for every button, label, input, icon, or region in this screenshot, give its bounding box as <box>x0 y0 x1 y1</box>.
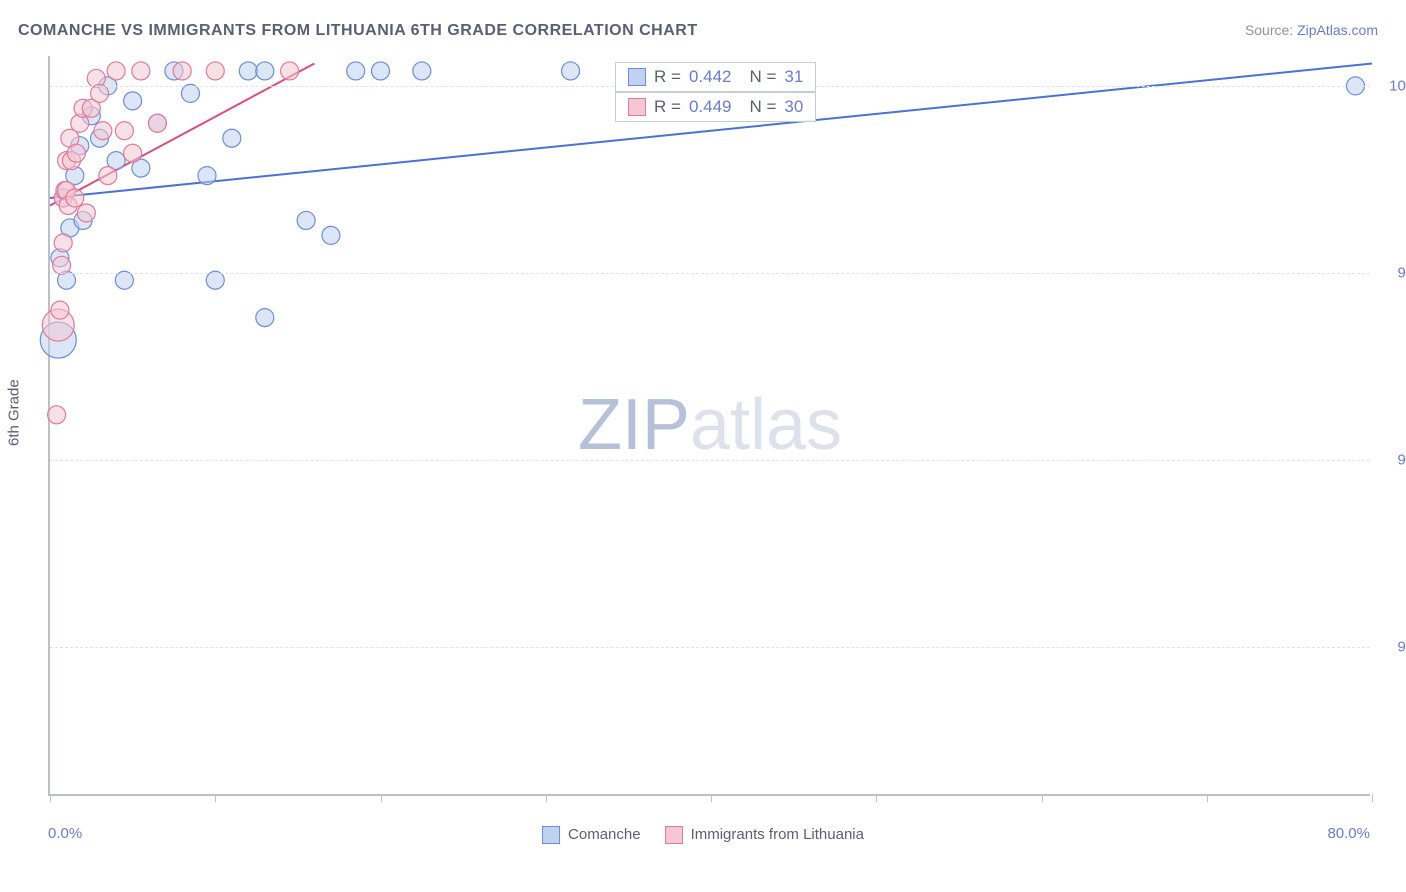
scatter-point <box>77 204 95 222</box>
scatter-point <box>148 114 166 132</box>
stats-n-label: N = <box>749 67 776 87</box>
scatter-point <box>54 234 72 252</box>
scatter-point <box>198 167 216 185</box>
x-tick <box>876 794 877 802</box>
scatter-point <box>115 271 133 289</box>
x-tick <box>50 794 51 802</box>
source-label: Source: ZipAtlas.com <box>1245 22 1378 38</box>
scatter-point <box>173 62 191 80</box>
x-tick <box>546 794 547 802</box>
y-tick-label: 100.0% <box>1380 77 1406 94</box>
scatter-point <box>181 84 199 102</box>
source-link[interactable]: ZipAtlas.com <box>1297 22 1378 38</box>
scatter-point <box>223 129 241 147</box>
scatter-point <box>206 62 224 80</box>
scatter-point <box>562 62 580 80</box>
x-axis-min-label: 0.0% <box>48 825 82 842</box>
scatter-point <box>115 122 133 140</box>
scatter-point <box>413 62 431 80</box>
legend-label: Comanche <box>568 826 641 843</box>
x-tick <box>1207 794 1208 802</box>
y-tick-label: 97.5% <box>1380 264 1406 281</box>
stats-n-label: N = <box>749 97 776 117</box>
scatter-point <box>124 144 142 162</box>
stats-box: R = 0.442 N = 31 <box>615 62 816 92</box>
scatter-point <box>94 122 112 140</box>
legend-label: Immigrants from Lithuania <box>691 826 864 843</box>
legend-swatch <box>542 826 560 844</box>
y-axis-label: 6th Grade <box>6 379 23 446</box>
x-tick <box>1372 794 1373 802</box>
stats-r-label: R = <box>654 67 681 87</box>
scatter-point <box>256 309 274 327</box>
gridline-h <box>50 460 1370 461</box>
scatter-point <box>256 62 274 80</box>
scatter-point <box>91 84 109 102</box>
scatter-point <box>53 256 71 274</box>
x-tick <box>1042 794 1043 802</box>
scatter-point <box>48 406 66 424</box>
plot-area: ZIPatlas 92.5%95.0%97.5%100.0%R =0.442N … <box>48 56 1370 796</box>
stats-r-label: R = <box>654 97 681 117</box>
scatter-point <box>347 62 365 80</box>
source-prefix: Source: <box>1245 22 1297 38</box>
scatter-point <box>51 301 69 319</box>
gridline-h <box>50 273 1370 274</box>
legend: Comanche Immigrants from Lithuania <box>542 826 864 844</box>
x-tick <box>711 794 712 802</box>
scatter-point <box>66 189 84 207</box>
scatter-point <box>124 92 142 110</box>
x-tick <box>215 794 216 802</box>
scatter-point <box>132 62 150 80</box>
stats-r-value: 0.442 <box>689 67 732 87</box>
scatter-point <box>322 226 340 244</box>
y-tick-label: 92.5% <box>1380 638 1406 655</box>
x-tick <box>381 794 382 802</box>
stats-n-value: 31 <box>784 67 803 87</box>
scatter-point <box>206 271 224 289</box>
stats-box: R = 0.449 N = 30 <box>615 92 816 122</box>
scatter-point <box>99 167 117 185</box>
legend-swatch <box>665 826 683 844</box>
stats-swatch <box>628 98 646 116</box>
scatter-point <box>239 62 257 80</box>
scatter-point <box>372 62 390 80</box>
legend-item: Comanche <box>542 826 641 844</box>
scatter-point <box>281 62 299 80</box>
x-axis-max-label: 80.0% <box>1327 825 1370 842</box>
stats-n-value: 30 <box>784 97 803 117</box>
stats-r-value: 0.449 <box>689 97 732 117</box>
chart-svg <box>50 56 1372 796</box>
gridline-h <box>50 647 1370 648</box>
scatter-point <box>67 144 85 162</box>
chart-title: COMANCHE VS IMMIGRANTS FROM LITHUANIA 6T… <box>18 22 698 40</box>
stats-swatch <box>628 68 646 86</box>
scatter-point <box>297 211 315 229</box>
y-tick-label: 95.0% <box>1380 451 1406 468</box>
scatter-point <box>107 62 125 80</box>
legend-item: Immigrants from Lithuania <box>665 826 864 844</box>
